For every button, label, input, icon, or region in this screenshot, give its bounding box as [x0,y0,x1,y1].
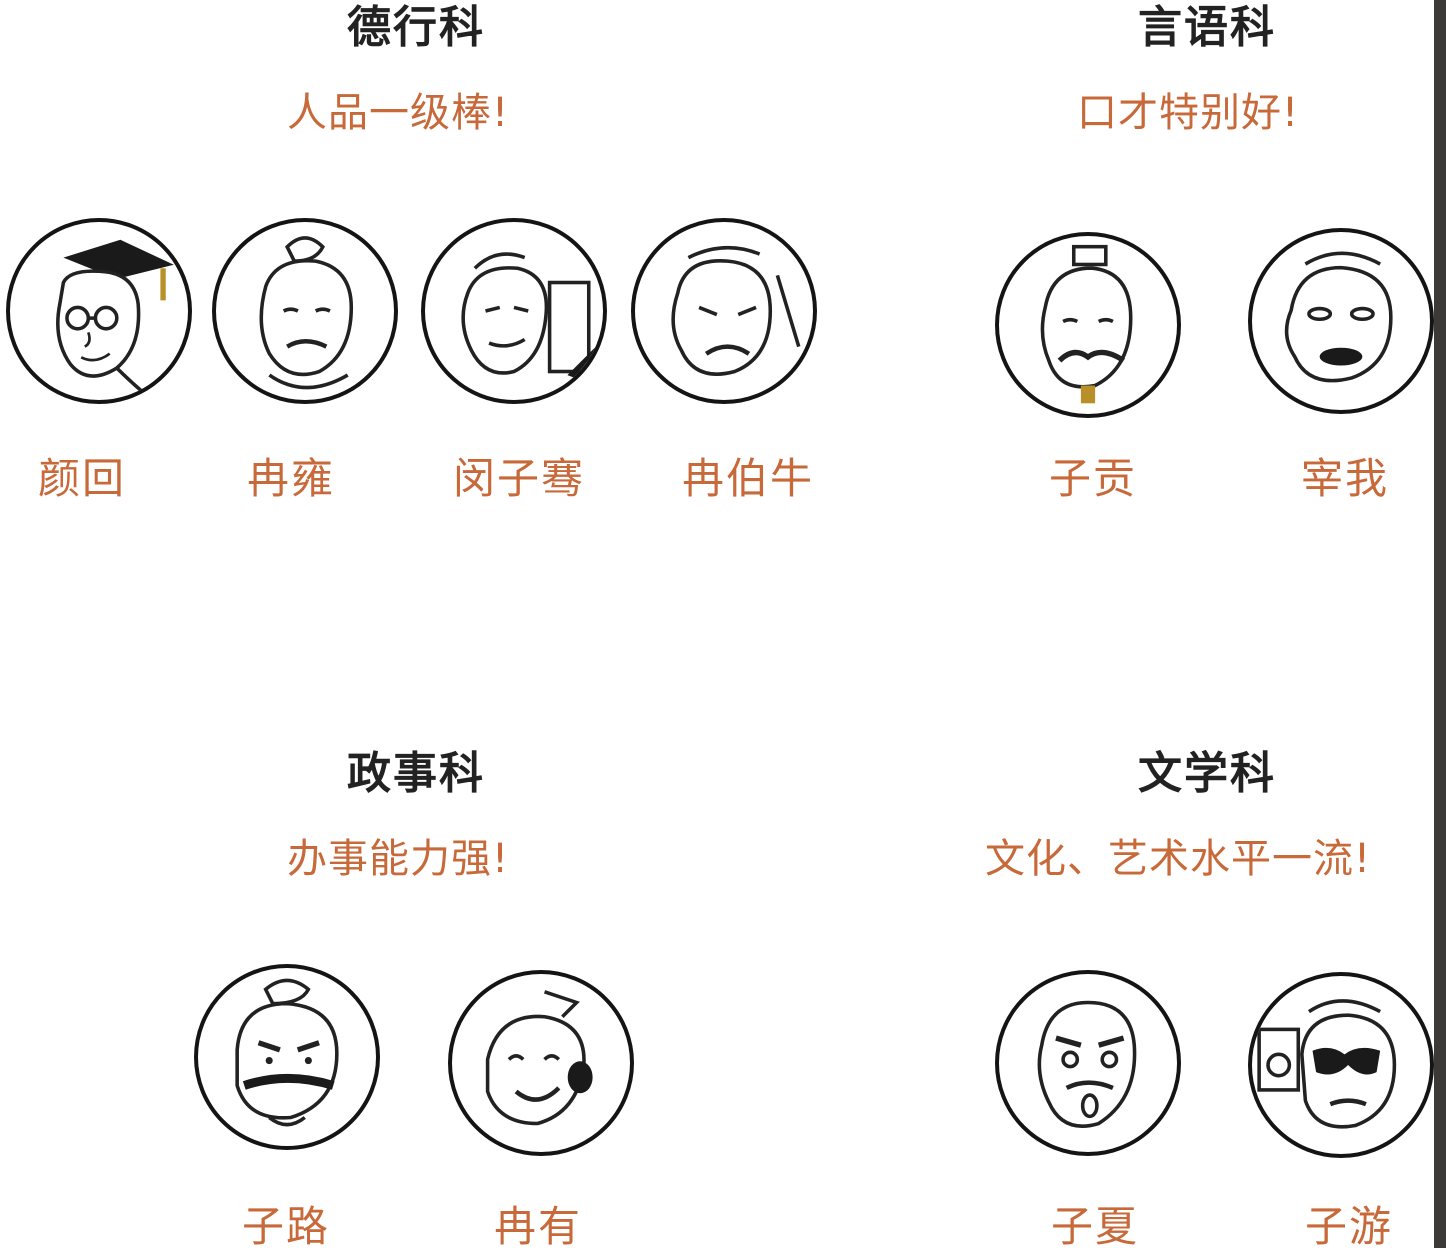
member-name: 闵子骞 [452,454,586,503]
section-title: 德行科 [347,2,485,53]
portrait-ranyou [448,970,634,1156]
portrait-ranyong [212,218,398,404]
mustached-noble-portrait-icon [1040,244,1133,404]
portrait-zigong [995,232,1181,418]
frowning-elder-portrait-icon [671,245,801,376]
member-name: 子夏 [1050,1202,1140,1251]
portrait-zaiwo [1248,228,1434,414]
section-subtitle: 文化、艺术水平一流! [985,836,1372,882]
member-name: 子路 [241,1202,331,1251]
writing-scholar-portrait-icon [461,252,596,386]
section-subtitle: 办事能力强! [287,836,510,882]
right-edge-strip [1434,0,1446,1248]
member-name: 子贡 [1048,454,1138,503]
scholar-cap-glasses-portrait-icon [56,239,174,400]
portrait-zilu [194,964,380,1150]
section-title: 政事科 [347,748,485,799]
member-name: 冉伯牛 [681,454,815,503]
portrait-ziyou [1248,972,1434,1158]
portrait-yanhui [6,218,192,404]
thick-lipped-man-portrait-icon [1284,251,1393,383]
topknot-smiling-portrait-icon [259,236,354,390]
member-name: 子游 [1304,1202,1394,1251]
bearded-warrior-portrait-icon [235,978,339,1127]
section-title: 文学科 [1138,748,1276,799]
surprised-scholar-portrait-icon [1037,1000,1137,1128]
member-name: 冉有 [493,1202,583,1251]
sunglasses-boombox-portrait-icon [1257,999,1397,1129]
portrait-ranboniu [631,218,817,404]
section-subtitle: 口才特别好! [1077,90,1300,136]
member-name: 冉雍 [246,454,336,503]
portrait-minziqian [421,218,607,404]
member-name: 宰我 [1300,454,1390,503]
portrait-zixia [995,970,1181,1156]
member-name: 颜回 [37,454,127,503]
section-subtitle: 人品一级棒! [287,90,510,136]
laughing-official-portrait-icon [485,990,593,1126]
section-title: 言语科 [1138,2,1276,53]
